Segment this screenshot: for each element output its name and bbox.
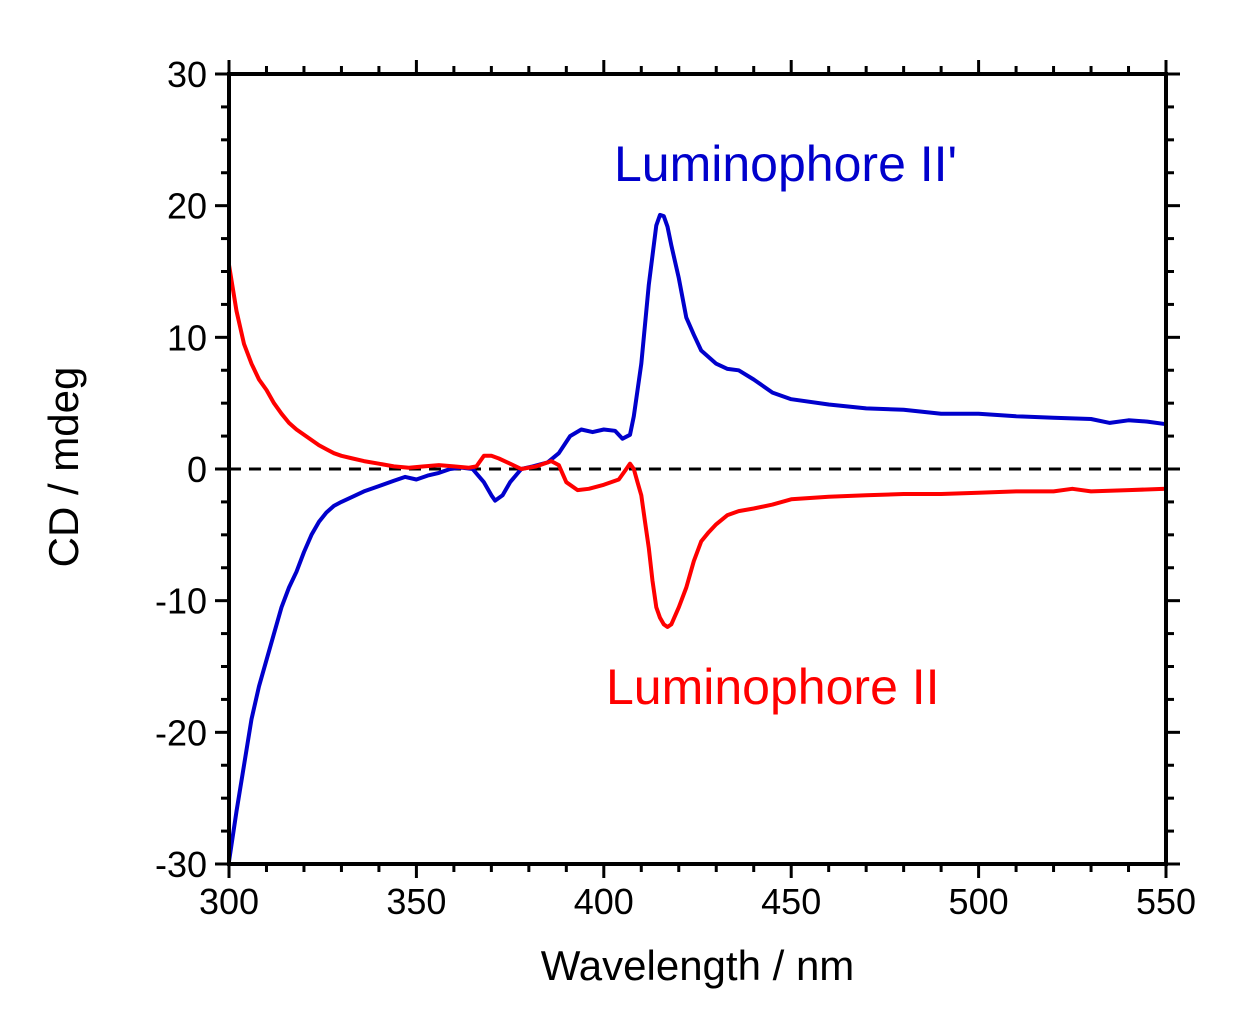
series-line-0: [227, 212, 1167, 862]
y-tick-label: -10: [155, 581, 207, 622]
x-tick-label: 300: [199, 881, 259, 922]
series-label-luminophore-ii: Luminophore II: [606, 659, 940, 715]
x-tick-label: 550: [1136, 881, 1196, 922]
y-tick-label: 20: [167, 186, 207, 227]
x-tick-label: 500: [949, 881, 1009, 922]
series-layer: [227, 212, 1167, 862]
x-tick-label: 350: [386, 881, 446, 922]
x-tick-label: 450: [761, 881, 821, 922]
x-axis-title: Wavelength / nm: [541, 942, 855, 989]
ticks-layer: [215, 60, 1180, 878]
y-axis-title: CD / mdeg: [40, 367, 87, 568]
y-tick-label: 0: [187, 449, 207, 490]
plot-area: [215, 60, 1180, 878]
y-tick-label: 10: [167, 317, 207, 358]
y-tick-label: 30: [167, 54, 207, 95]
y-tick-labels: -30 -20 -10 0 10 20 30: [155, 54, 207, 885]
y-tick-label: -20: [155, 712, 207, 753]
series-line-1: [227, 264, 1167, 629]
series-label-luminophore-ii-prime: Luminophore II': [614, 136, 957, 192]
x-tick-labels: 300 350 400 450 500 550: [199, 881, 1196, 922]
x-tick-label: 400: [574, 881, 634, 922]
y-tick-label: -30: [155, 844, 207, 885]
